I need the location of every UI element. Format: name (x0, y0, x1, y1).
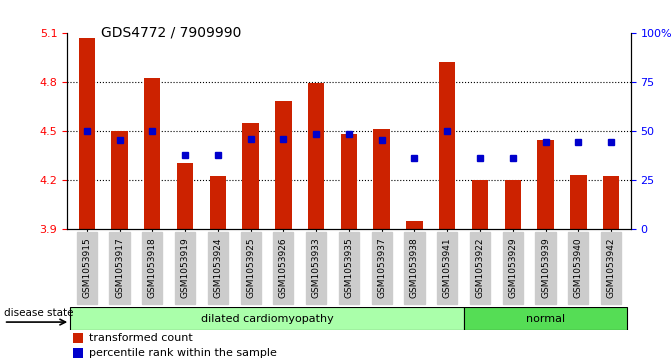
Bar (242, 122, 259, 229)
Bar (374, 129, 390, 229)
Bar (439, 62, 456, 229)
Bar (209, 176, 226, 229)
Bar (275, 101, 292, 229)
Bar (537, 140, 554, 229)
Bar (144, 78, 160, 229)
Bar (72, 333, 83, 343)
Text: percentile rank within the sample: percentile rank within the sample (89, 348, 276, 358)
Bar (472, 180, 488, 229)
Bar (341, 134, 357, 229)
Bar (406, 220, 423, 229)
Text: disease state: disease state (4, 307, 73, 318)
Bar (570, 175, 586, 229)
Bar (308, 83, 324, 229)
Bar (72, 348, 83, 358)
Bar (177, 163, 193, 229)
Text: normal: normal (526, 314, 565, 323)
Bar (79, 37, 95, 229)
Text: transformed count: transformed count (89, 333, 193, 343)
Bar (70, 307, 464, 330)
Bar (505, 180, 521, 229)
Bar (464, 307, 627, 330)
Text: dilated cardiomyopathy: dilated cardiomyopathy (201, 314, 333, 323)
Bar (603, 176, 619, 229)
Text: GDS4772 / 7909990: GDS4772 / 7909990 (101, 25, 241, 40)
Bar (111, 131, 127, 229)
